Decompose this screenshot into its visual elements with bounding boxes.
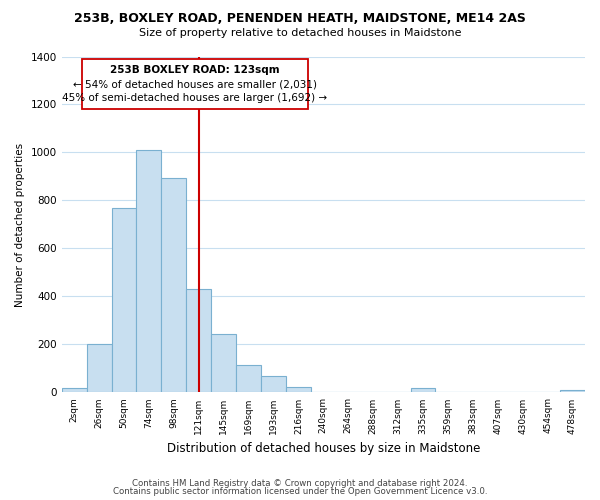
Y-axis label: Number of detached properties: Number of detached properties <box>15 142 25 306</box>
Bar <box>186 290 211 393</box>
Bar <box>86 344 112 393</box>
Bar <box>410 388 436 392</box>
Bar <box>112 208 136 392</box>
Bar <box>211 334 236 392</box>
Bar <box>62 388 86 392</box>
Bar <box>236 365 261 392</box>
X-axis label: Distribution of detached houses by size in Maidstone: Distribution of detached houses by size … <box>167 442 480 455</box>
Bar <box>136 150 161 392</box>
Bar <box>560 390 585 392</box>
Text: 45% of semi-detached houses are larger (1,692) →: 45% of semi-detached houses are larger (… <box>62 94 328 104</box>
Text: Contains HM Land Registry data © Crown copyright and database right 2024.: Contains HM Land Registry data © Crown c… <box>132 478 468 488</box>
Text: 253B, BOXLEY ROAD, PENENDEN HEATH, MAIDSTONE, ME14 2AS: 253B, BOXLEY ROAD, PENENDEN HEATH, MAIDS… <box>74 12 526 26</box>
Bar <box>161 178 186 392</box>
Text: Contains public sector information licensed under the Open Government Licence v3: Contains public sector information licen… <box>113 487 487 496</box>
Bar <box>286 387 311 392</box>
Text: Size of property relative to detached houses in Maidstone: Size of property relative to detached ho… <box>139 28 461 38</box>
Text: ← 54% of detached houses are smaller (2,031): ← 54% of detached houses are smaller (2,… <box>73 79 317 89</box>
Bar <box>261 376 286 392</box>
Text: 253B BOXLEY ROAD: 123sqm: 253B BOXLEY ROAD: 123sqm <box>110 64 280 74</box>
FancyBboxPatch shape <box>82 59 308 110</box>
